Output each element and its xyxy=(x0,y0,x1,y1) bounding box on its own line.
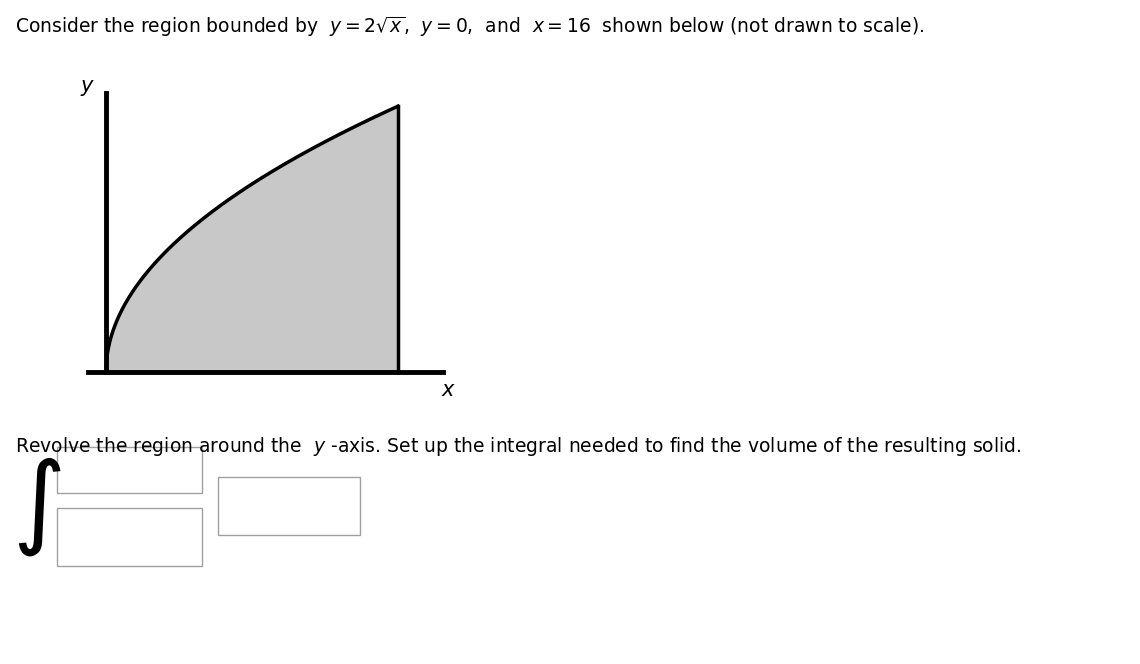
Text: Consider the region bounded by  $y = 2\sqrt{x}$,  $y = 0$,  and  $x = 16$  shown: Consider the region bounded by $y = 2\sq… xyxy=(15,15,925,39)
Bar xyxy=(218,477,360,535)
Text: $y$: $y$ xyxy=(80,78,96,98)
Text: $x$: $x$ xyxy=(441,380,456,400)
Text: $\int$: $\int$ xyxy=(13,455,62,558)
Text: Revolve the region around the  $y$ -axis. Set up the integral needed to find the: Revolve the region around the $y$ -axis.… xyxy=(15,435,1021,458)
Bar xyxy=(57,508,202,566)
Bar xyxy=(57,447,202,493)
